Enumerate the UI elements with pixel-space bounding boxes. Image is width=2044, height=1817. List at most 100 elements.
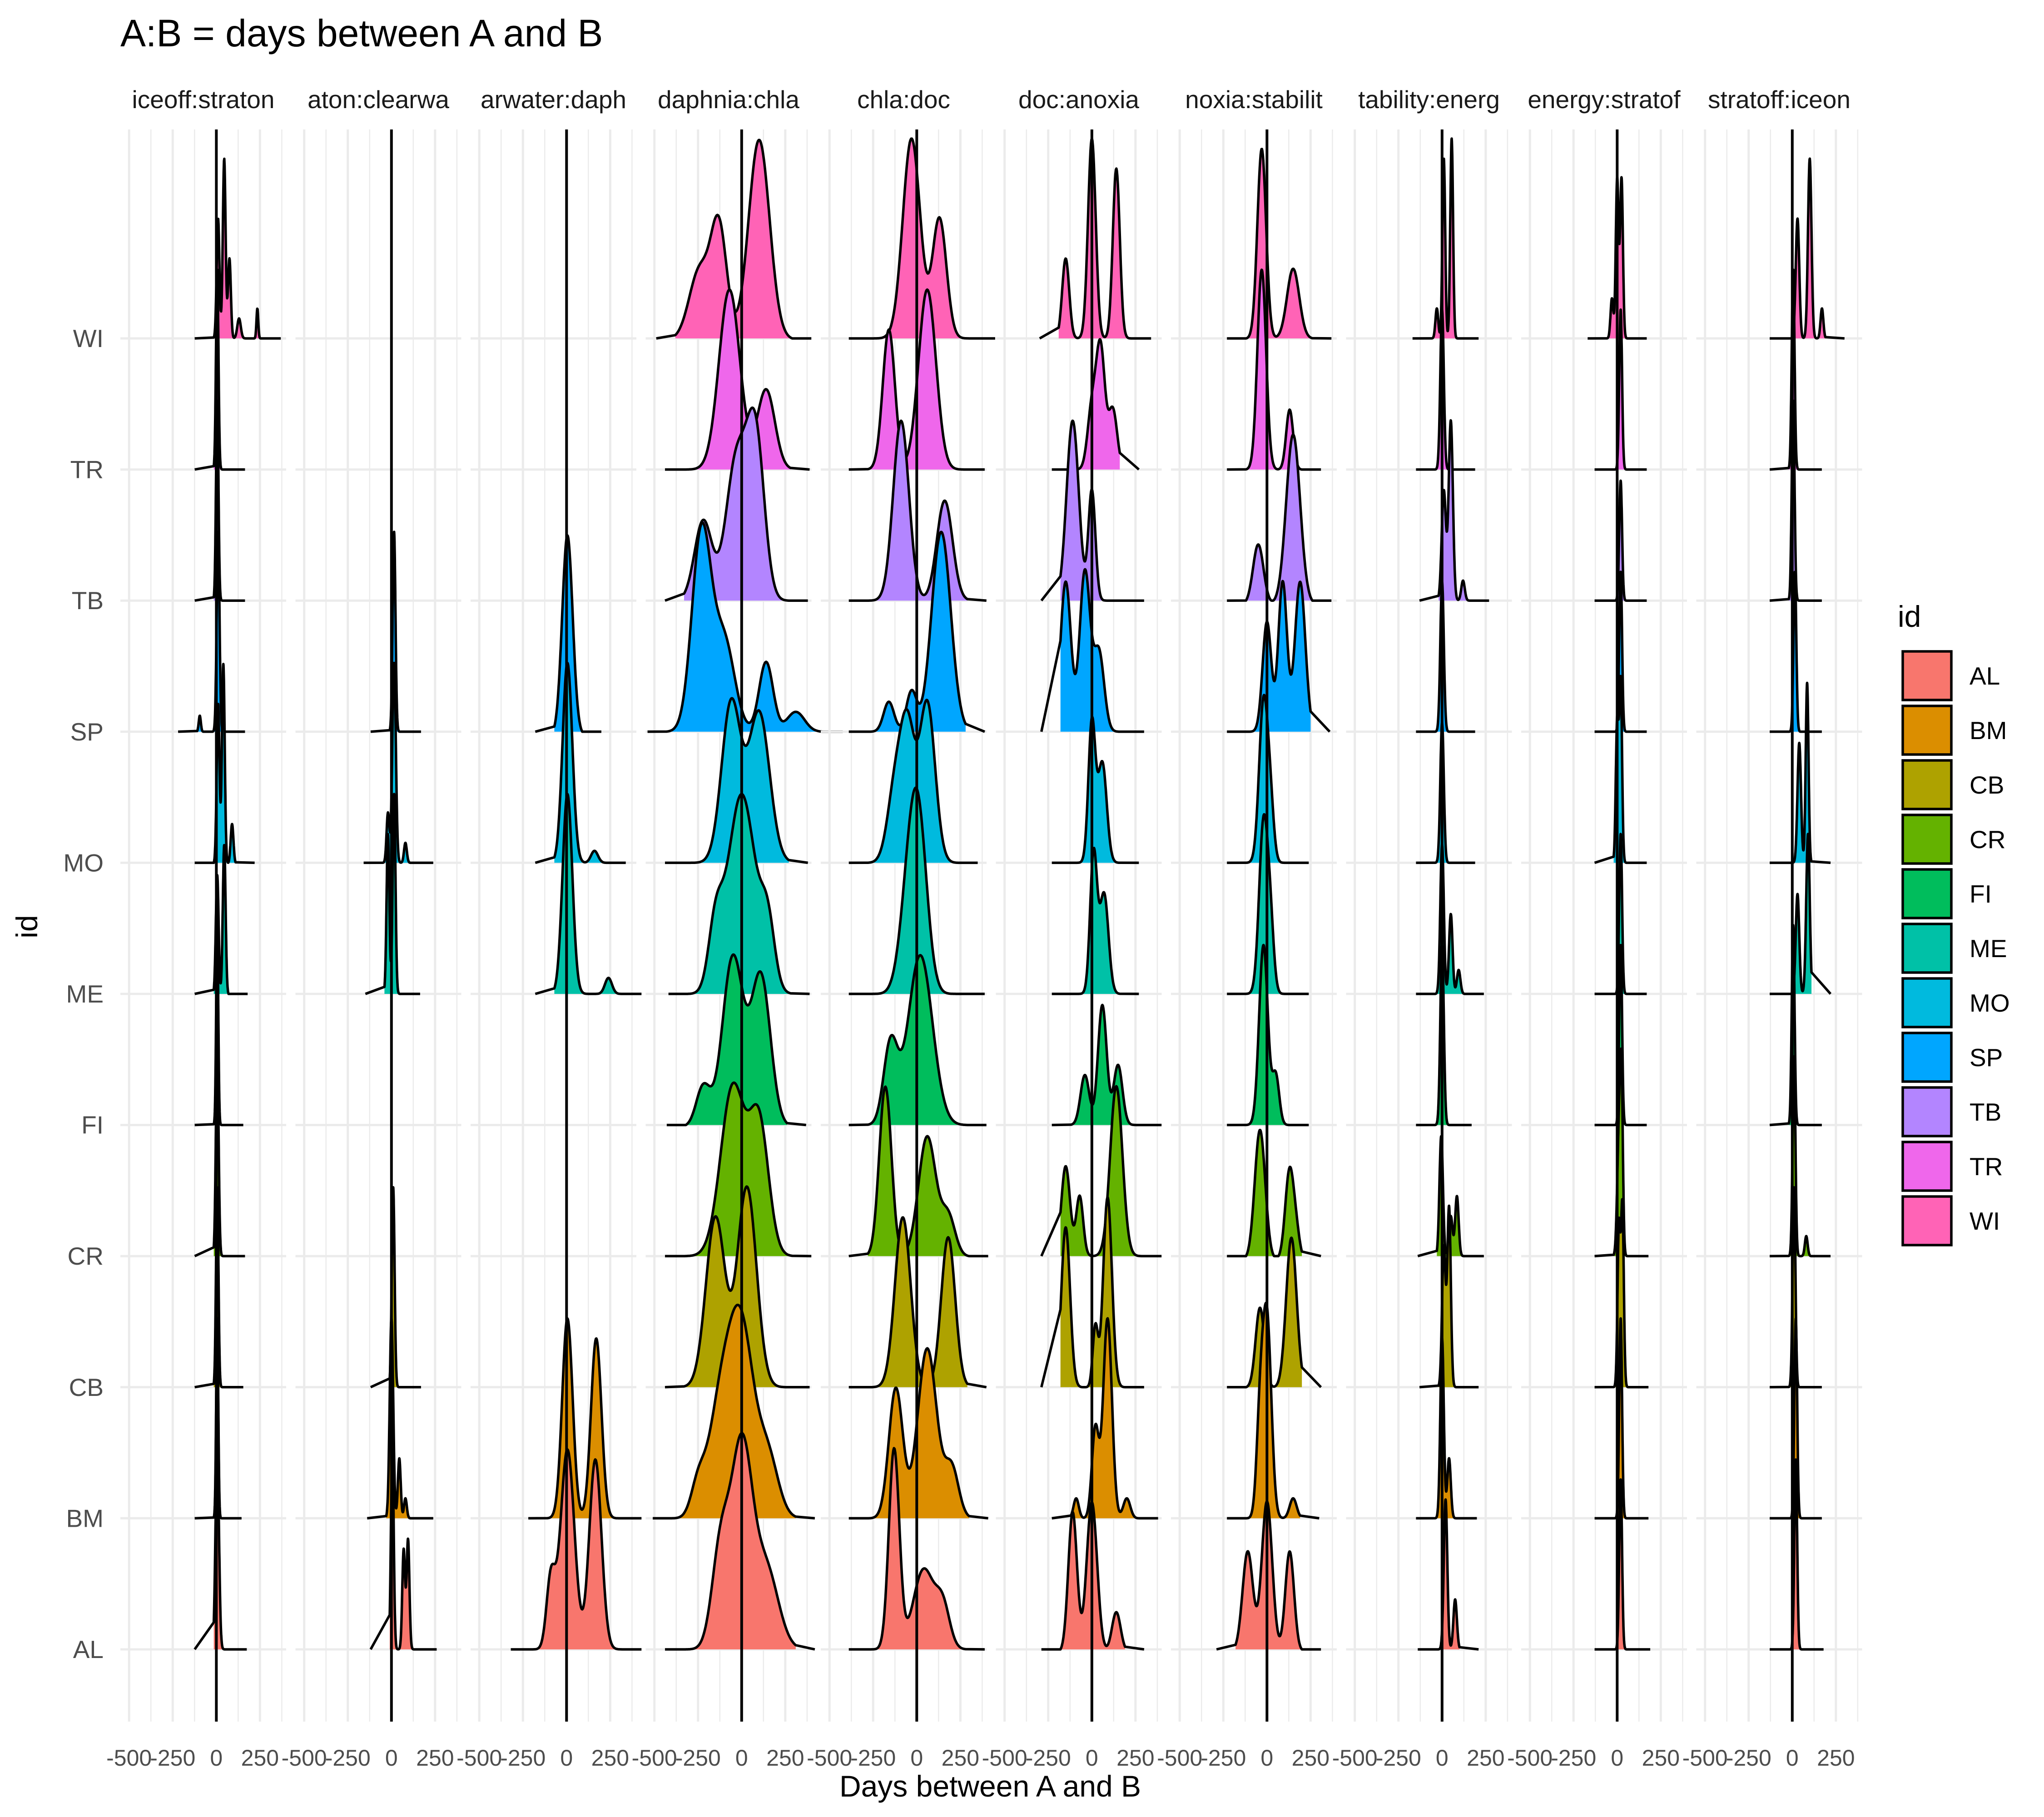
ridge-fill-tb <box>1439 420 1470 601</box>
ridge-fill-bm <box>1789 1318 1803 1519</box>
ridge-outline-wi <box>1039 137 1151 340</box>
ridge-outline-al <box>1594 1478 1651 1651</box>
ridge-outline-sp <box>178 531 245 733</box>
ridge-outline-sp <box>535 534 601 733</box>
legend-label-al: AL <box>1970 662 2000 690</box>
x-tick-label: 0 <box>735 1745 748 1771</box>
legend-label-fi: FI <box>1970 880 1992 908</box>
x-tick-label: -250 <box>500 1745 546 1771</box>
facet-strip-label: noxia:stabilit <box>1185 85 1323 114</box>
y-tick-label-sp: SP <box>70 718 104 746</box>
ridges <box>647 139 843 1651</box>
legend-label-tr: TR <box>1970 1152 2003 1181</box>
facet-aton-clearwa: aton:clearwa -500-250 0 250 <box>282 85 461 1771</box>
facet-grid <box>1521 129 1687 1722</box>
x-tick-label: -500 <box>632 1745 677 1771</box>
x-tick-label: 0 <box>1786 1745 1799 1771</box>
ridges <box>848 137 995 1651</box>
legend-label-tb: TB <box>1970 1098 2001 1126</box>
x-tick-label: 250 <box>241 1745 279 1771</box>
ridge-outline-tr <box>665 288 810 471</box>
x-tick-label: 0 <box>385 1745 398 1771</box>
ridge-outline-fi <box>1416 943 1472 1127</box>
ridge-outline-bm <box>1416 1337 1477 1520</box>
ridge-outline-cb <box>665 1185 810 1389</box>
ridge-outline-mo <box>535 661 626 864</box>
legend-key-sp <box>1901 1032 1953 1083</box>
x-tick-label: 0 <box>560 1745 573 1771</box>
ridges <box>1412 137 1489 1651</box>
ridge-outline-mo <box>1416 721 1475 864</box>
y-tick-label-cb: CB <box>69 1373 104 1401</box>
ridge-fill-mo <box>684 698 789 863</box>
facet-strip-label: energy:stratof <box>1528 85 1681 114</box>
ridge-fill-bm <box>1071 1318 1139 1519</box>
ridge-outline-me <box>194 844 248 995</box>
ridge-fill-me <box>554 794 623 994</box>
x-tick-label: 250 <box>1817 1745 1855 1771</box>
x-tick-label: 250 <box>1292 1745 1330 1771</box>
x-tick-label: -250 <box>1726 1745 1771 1771</box>
x-tick-label: -250 <box>850 1745 896 1771</box>
y-tick-label-fi: FI <box>81 1111 104 1139</box>
facet-strip-label: aton:clearwa <box>308 85 449 114</box>
ridge-fill-tb <box>1246 434 1313 601</box>
ridges <box>1216 148 1332 1651</box>
ridge-fill-fi <box>685 954 787 1125</box>
ridge-fill-tr <box>1613 309 1628 470</box>
ridge-fill-bm <box>1246 1303 1300 1519</box>
ridge-outline-me <box>1416 843 1484 995</box>
facet-grid <box>996 129 1162 1722</box>
ridge-fill-mo <box>868 700 959 863</box>
facet-grid <box>1346 129 1512 1722</box>
x-tick-label: 0 <box>1086 1745 1098 1771</box>
legend-key-al <box>1901 650 1953 701</box>
facet-arwater-daph: arwater:daph -500-250 0 250 <box>456 85 642 1771</box>
ridge-outline-me <box>668 793 810 995</box>
ridge-outline-cr <box>1040 1085 1162 1257</box>
x-tick-label: -500 <box>1682 1745 1728 1771</box>
legend-label-cb: CB <box>1970 771 2004 799</box>
ridge-outline-al <box>193 1448 247 1651</box>
ridge-fill-me <box>1613 834 1628 994</box>
ridge-fill-sp <box>868 532 966 732</box>
y-axis: AL BM CB CR FI ME MO SP TB TR WI <box>63 324 104 1663</box>
x-tick-label: 250 <box>1467 1745 1504 1771</box>
ridge-fill-sp <box>666 522 824 732</box>
x-tick-label: 250 <box>1116 1745 1154 1771</box>
ridge-outline-tb <box>1419 419 1489 602</box>
x-tick-label: 250 <box>1642 1745 1680 1771</box>
ridges <box>1769 157 1845 1651</box>
facet-grid <box>1696 129 1862 1722</box>
ridge-fill-al <box>868 1448 966 1649</box>
ridge-fill-cr <box>1246 1130 1302 1256</box>
y-tick-label-wi: WI <box>73 324 104 352</box>
ridge-outline-me <box>1052 847 1139 995</box>
x-tick-label: 0 <box>1436 1745 1449 1771</box>
y-axis-title: id <box>10 915 44 938</box>
ridges <box>1588 176 1651 1651</box>
ridge-outline-wi <box>848 137 995 340</box>
x-tick-label: -500 <box>456 1745 502 1771</box>
ridge-fill-me <box>687 794 791 994</box>
ridge-fill-wi <box>675 140 793 338</box>
x-tick-label: 250 <box>766 1745 804 1771</box>
ridge-outline-bm <box>1227 1301 1320 1520</box>
x-tick-label: -500 <box>1332 1745 1378 1771</box>
x-tick-label: -250 <box>1376 1745 1421 1771</box>
ridge-outline-al <box>369 1448 437 1651</box>
ridge-fill-wi <box>1789 159 1826 338</box>
legend-label-sp: SP <box>1970 1043 2003 1072</box>
ridge-fill-cr <box>868 1087 969 1256</box>
ridge-outline-bm <box>1052 1317 1158 1520</box>
legend-title: id <box>1898 600 1921 633</box>
legend-key-bm <box>1901 705 1953 756</box>
facet-noxia-stabilit: noxia:stabilit -500-250 0 250 <box>1157 85 1337 1771</box>
legend-key-me <box>1901 923 1953 974</box>
ridge-fill-tb <box>684 407 789 601</box>
legend-key-mo <box>1901 977 1953 1028</box>
ridge-fill-cr <box>684 1082 793 1256</box>
ridge-fill-sp <box>1613 571 1628 732</box>
facet-daphnia-chla: daphnia:chla -500-250 0 250 <box>632 85 843 1771</box>
ridge-outline-sp <box>647 521 843 733</box>
